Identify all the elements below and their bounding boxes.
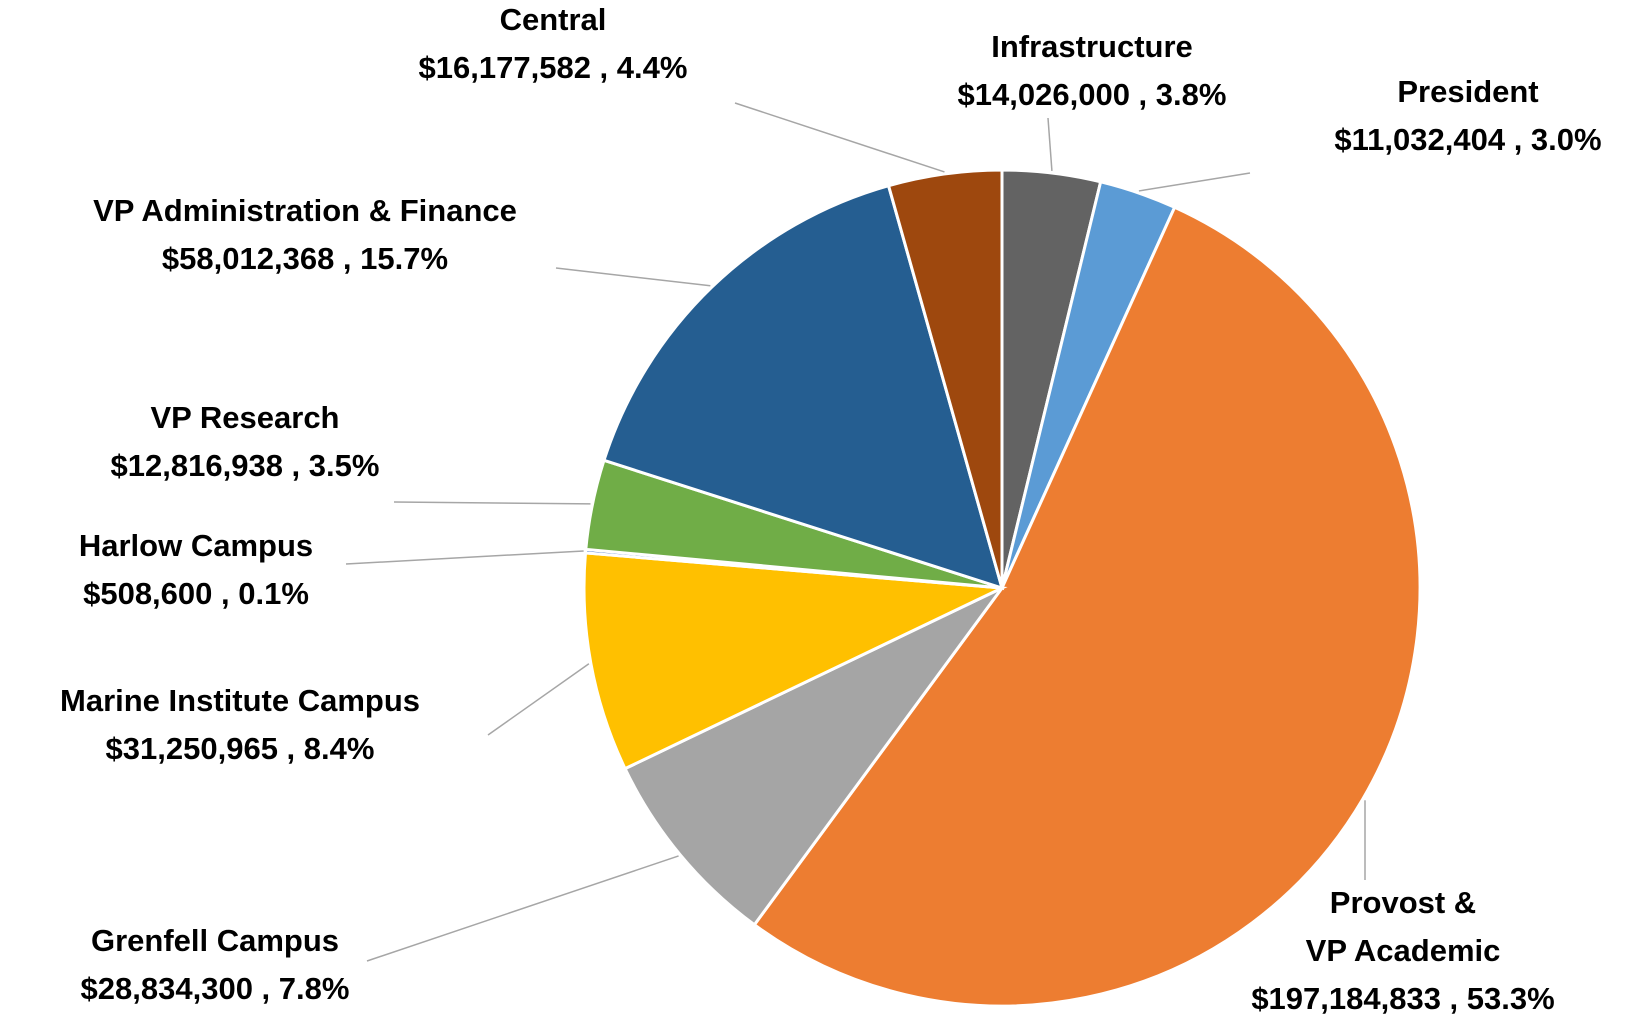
category-label: Provost & VP Academic [1306, 885, 1501, 968]
pie-slice [623, 586, 1004, 927]
category-label: Marine Institute Campus [60, 683, 420, 718]
category-label: Infrastructure [991, 29, 1193, 64]
leader-line [734, 102, 945, 173]
value-label: $28,834,300 , 7.8% [81, 971, 350, 1006]
category-label: President [1397, 74, 1538, 109]
pie-slice [602, 183, 1005, 591]
leader-line [345, 550, 584, 565]
category-label: Harlow Campus [79, 528, 313, 563]
value-label: $11,032,404 , 3.0% [1334, 122, 1601, 157]
pie-slice [886, 168, 1004, 589]
leader-line [555, 267, 711, 287]
value-label: $16,177,582 , 4.4% [419, 50, 688, 85]
value-label: $14,026,000 , 3.8% [958, 77, 1227, 112]
pie-slice [582, 551, 1008, 771]
category-label: VP Research [151, 400, 340, 435]
value-label: $197,184,833 , 53.3% [1251, 981, 1554, 1016]
value-label: $58,012,368 , 15.7% [162, 241, 448, 276]
leader-line [366, 855, 679, 962]
category-label: Central [500, 2, 607, 37]
category-label: Grenfell Campus [91, 923, 339, 958]
category-label: VP Administration & Finance [93, 193, 517, 228]
leader-line [393, 501, 591, 505]
pie-slice [752, 205, 1422, 1008]
leader-line [487, 663, 590, 736]
value-label: $508,600 , 0.1% [83, 576, 309, 611]
leader-line [1047, 117, 1053, 172]
value-label: $31,250,965 , 8.4% [106, 731, 375, 766]
leader-line [1138, 172, 1251, 192]
value-label: $12,816,938 , 3.5% [111, 448, 380, 483]
